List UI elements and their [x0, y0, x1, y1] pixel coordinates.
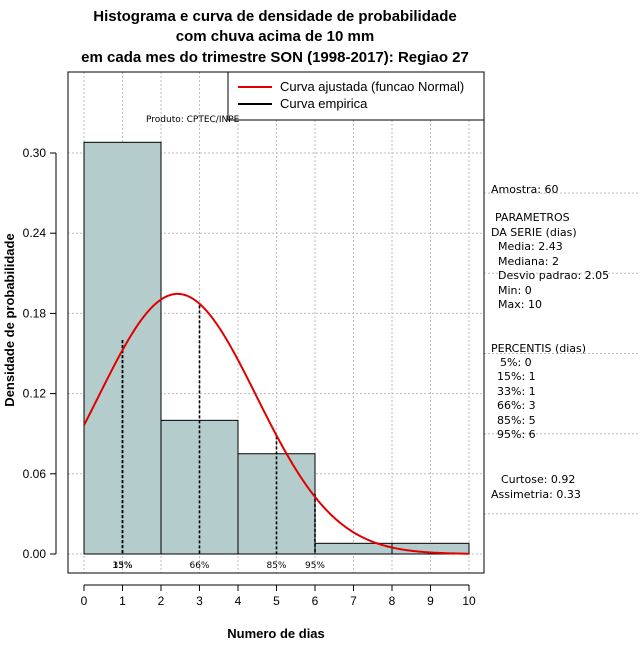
y-tick-label: 0.12 — [23, 387, 47, 401]
chart-title-line-2: com chuva acima de 10 mm — [176, 28, 374, 45]
stat-max: Max: 10 — [498, 298, 542, 311]
stat-p33: 33%: 1 — [497, 385, 536, 398]
percentile-label-95: 95% — [305, 561, 325, 571]
x-tick-label: 1 — [119, 594, 126, 608]
normal-curve-group — [83, 292, 470, 555]
axes: 0 1 2 3 4 5 6 7 8 9 10 0.00 0.06 0.12 0.18 0.24 0.30 — [23, 71, 485, 608]
histogram-bar-4 — [391, 542, 470, 555]
y-tick-label: 0.18 — [23, 306, 47, 320]
normal-curve — [83, 292, 470, 555]
stat-p85: 85%: 5 — [497, 414, 536, 427]
percentile-label-15: 15% — [112, 561, 132, 571]
stat-p66: 66%: 3 — [497, 399, 536, 412]
stat-percentis-title: PERCENTIS (dias) — [491, 342, 586, 355]
x-tick-label: 2 — [158, 594, 165, 608]
stat-p15: 15%: 1 — [497, 370, 536, 383]
x-tick-label: 7 — [350, 594, 357, 608]
percentile-lines: 15%33% 66% 85% 95% — [112, 305, 325, 571]
produto-label: Produto: CPTEC/INPE — [146, 115, 240, 125]
stat-curtose: Curtose: 0.92 — [501, 473, 575, 486]
stats-panel: Amostra: 60 PARAMETROS DA SERIE (dias) M… — [491, 183, 609, 501]
y-tick-label: 0.00 — [23, 547, 47, 561]
chart-title-line-1: Histograma e curva de densidade de proba… — [93, 8, 456, 25]
x-tick-label: 9 — [427, 594, 434, 608]
x-tick-label: 3 — [196, 594, 203, 608]
x-tick-label: 8 — [389, 594, 396, 608]
chart-title-line-3: em cada mes do trimestre SON (1998-2017)… — [81, 49, 469, 66]
legend-label-normal: Curva ajustada (funcao Normal) — [280, 79, 464, 94]
legend: Curva ajustada (funcao Normal) Curva emp… — [227, 71, 485, 121]
stat-mediana: Mediana: 2 — [498, 255, 559, 268]
x-tick-label: 4 — [235, 594, 242, 608]
stat-assimetria: Assimetria: 0.33 — [491, 488, 581, 501]
x-axis-title: Numero de dias — [227, 626, 325, 641]
x-tick-label: 10 — [462, 594, 476, 608]
stat-param-title-1: PARAMETROS — [495, 211, 570, 224]
legend-box — [227, 71, 485, 121]
stat-desvio: Desvio padrao: 2.05 — [498, 269, 609, 282]
x-tick-label: 5 — [273, 594, 280, 608]
stat-amostra: Amostra: 60 — [491, 183, 558, 196]
x-tick-label: 0 — [81, 594, 88, 608]
legend-label-empirical: Curva empirica — [280, 96, 368, 111]
y-tick-label: 0.06 — [23, 467, 47, 481]
stat-media: Media: 2.43 — [498, 240, 563, 253]
percentile-label-85: 85% — [266, 561, 286, 571]
x-tick-label: 6 — [312, 594, 319, 608]
percentile-label-66: 66% — [189, 561, 209, 571]
stat-p95: 95%: 6 — [497, 428, 536, 441]
stat-p5: 5%: 0 — [500, 356, 532, 369]
y-tick-label: 0.30 — [23, 146, 47, 160]
stat-param-title-2: DA SERIE (dias) — [491, 226, 577, 239]
percentile-label-33: 33% — [112, 561, 132, 571]
y-axis-title: Densidade de probabilidade — [2, 233, 17, 406]
y-tick-label: 0.24 — [23, 226, 47, 240]
stat-min: Min: 0 — [498, 284, 532, 297]
